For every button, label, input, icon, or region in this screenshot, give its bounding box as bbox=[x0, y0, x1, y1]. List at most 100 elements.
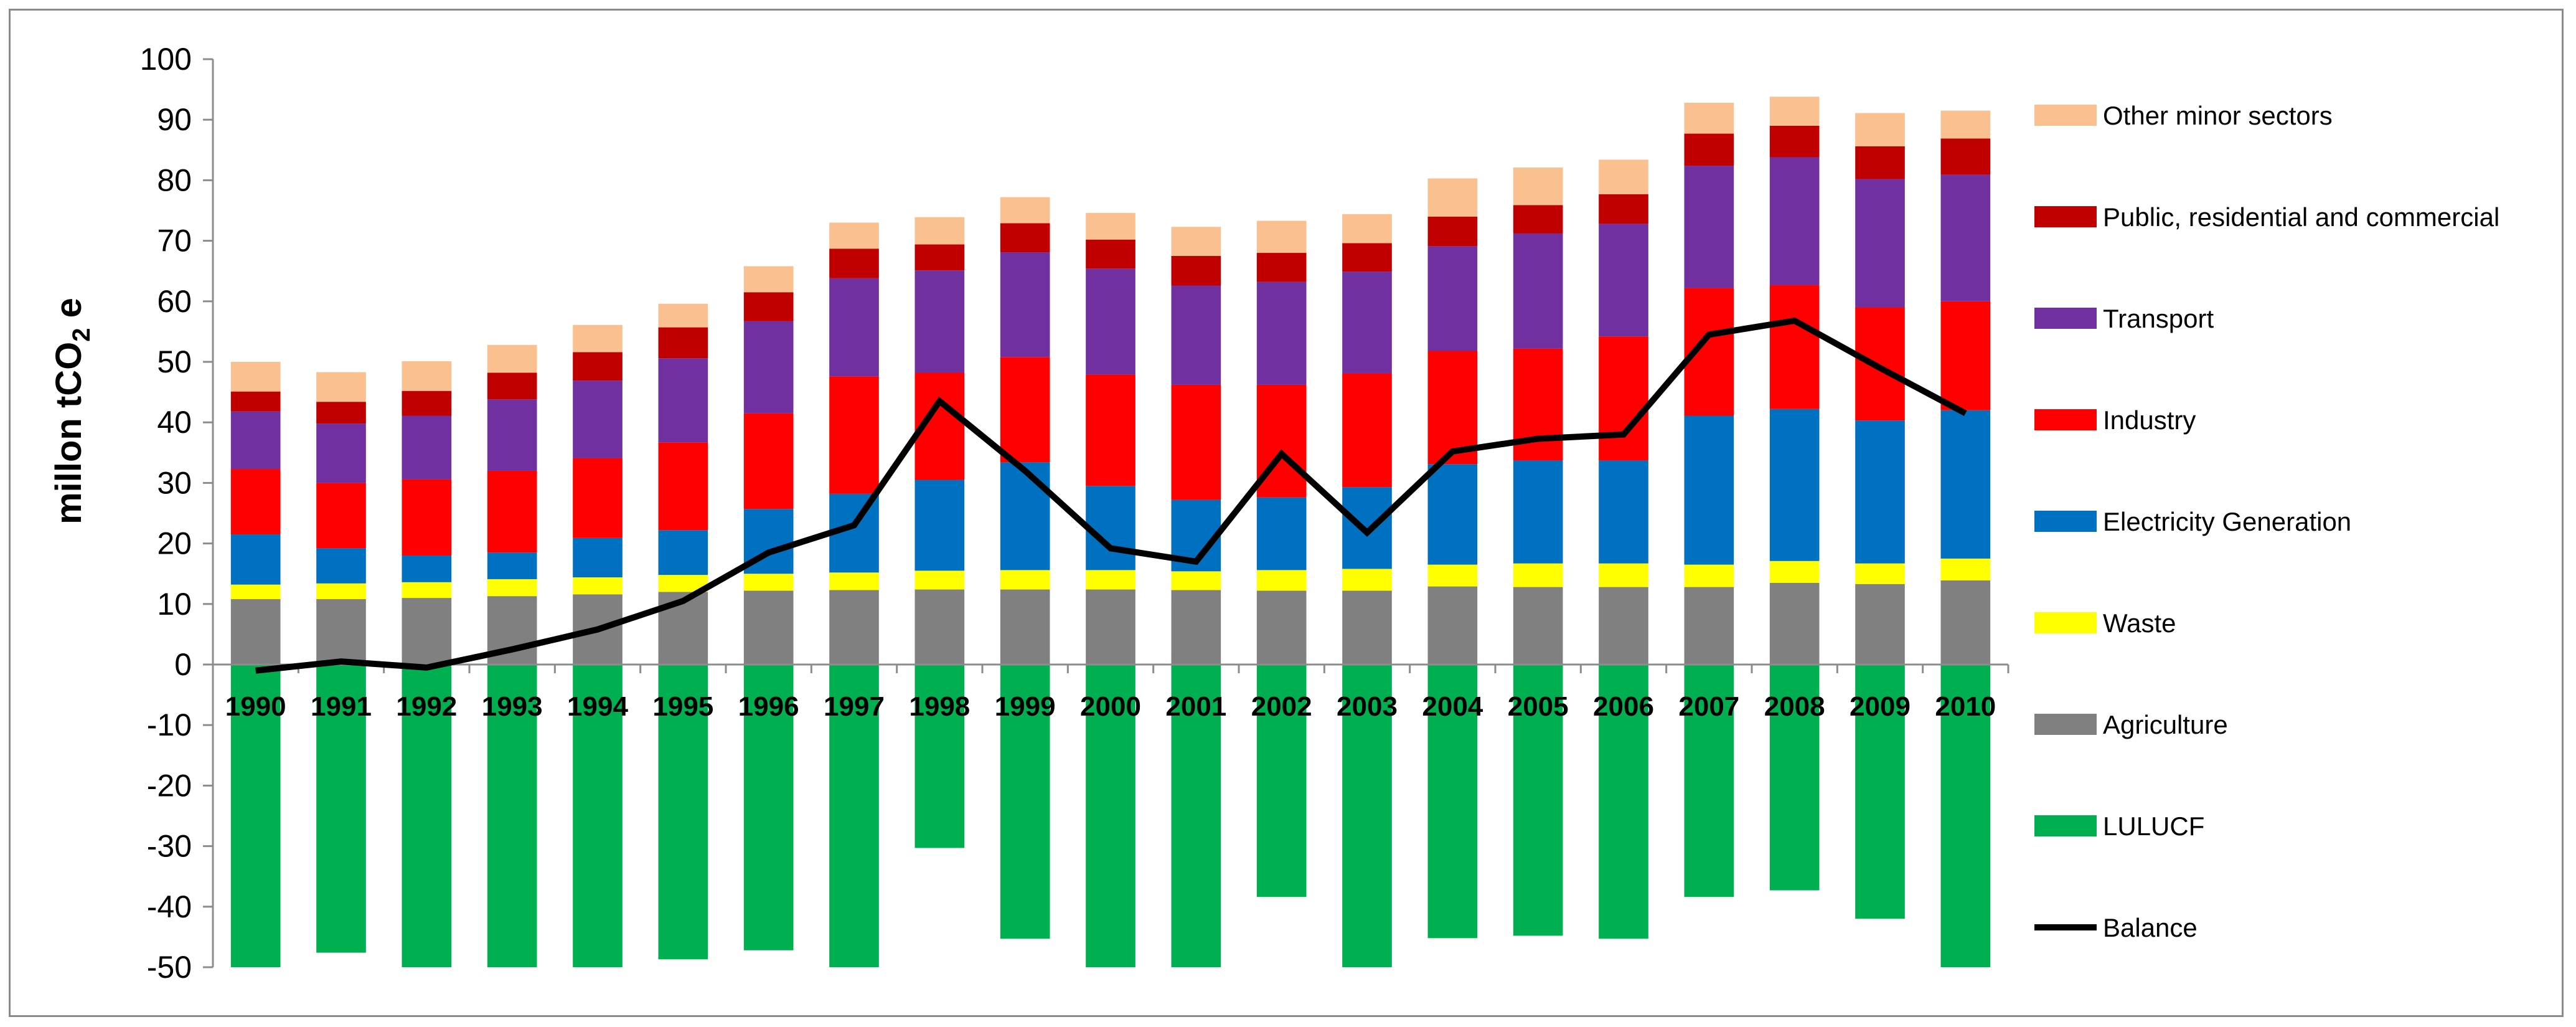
bar-industry-1997 bbox=[829, 376, 879, 494]
bar-transport-1998 bbox=[914, 270, 965, 373]
bar-agriculture-1996 bbox=[743, 590, 794, 665]
y-tick-label-100: 100 bbox=[140, 42, 192, 77]
bar-lulucf-1997 bbox=[829, 665, 879, 967]
bar-waste-1991 bbox=[316, 583, 366, 600]
bar-electricity-generation-1999 bbox=[1000, 462, 1050, 570]
bar-agriculture-1992 bbox=[402, 598, 452, 665]
bar-lulucf-2006 bbox=[1599, 665, 1648, 939]
bar-electricity-generation-1992 bbox=[402, 556, 452, 582]
bar-industry-1992 bbox=[402, 479, 452, 556]
bar-electricity-generation-1998 bbox=[914, 480, 965, 571]
bar-other-minor-sectors-1999 bbox=[1000, 197, 1050, 224]
bar-waste-2000 bbox=[1086, 570, 1135, 590]
bar-other-minor-sectors-1991 bbox=[316, 372, 366, 402]
bar-other-minor-sectors-2001 bbox=[1171, 227, 1221, 256]
bar-other-minor-sectors-1998 bbox=[914, 217, 965, 245]
lulucf-bars bbox=[230, 665, 1991, 967]
bar-electricity-generation-2000 bbox=[1086, 486, 1135, 570]
bar-agriculture-1991 bbox=[316, 599, 366, 665]
bar-industry-2010 bbox=[1940, 301, 1991, 410]
bar-waste-1999 bbox=[1000, 570, 1050, 590]
bar-other-minor-sectors-2003 bbox=[1342, 214, 1392, 244]
bar-waste-1998 bbox=[914, 570, 965, 590]
bar-electricity-generation-2002 bbox=[1256, 497, 1307, 570]
bar-electricity-generation-1991 bbox=[316, 548, 366, 584]
bar-transport-2009 bbox=[1855, 179, 1905, 308]
bar-other-minor-sectors-2002 bbox=[1256, 220, 1307, 253]
legend-label-agriculture: Agriculture bbox=[2103, 710, 2228, 739]
bar-industry-2006 bbox=[1599, 336, 1648, 461]
bar-lulucf-2003 bbox=[1342, 665, 1392, 967]
bar-other-minor-sectors-1994 bbox=[573, 324, 623, 353]
y-tick-label-30: 30 bbox=[157, 465, 192, 500]
y-tick-label--40: -40 bbox=[147, 889, 192, 924]
balance-series-line bbox=[255, 317, 1967, 674]
bar-agriculture-2006 bbox=[1599, 587, 1648, 665]
bar-transport-2008 bbox=[1769, 157, 1820, 285]
y-tick-label-10: 10 bbox=[157, 587, 192, 622]
bar-waste-1994 bbox=[573, 577, 623, 595]
legend-label-other-minor-sectors: Other minor sectors bbox=[2103, 101, 2333, 130]
x-tick-label-2003: 2003 bbox=[1337, 691, 1398, 722]
bar-public-residential-and-commercial-2000 bbox=[1086, 239, 1135, 269]
y-tick-label-80: 80 bbox=[157, 163, 192, 197]
x-tick-label-2010: 2010 bbox=[1935, 691, 1996, 722]
bar-lulucf-1992 bbox=[402, 665, 452, 967]
bar-lulucf-1991 bbox=[316, 665, 366, 953]
bar-lulucf-1993 bbox=[487, 665, 537, 967]
bar-industry-2003 bbox=[1342, 373, 1392, 488]
x-tick-label-1997: 1997 bbox=[824, 691, 885, 722]
bar-other-minor-sectors-2007 bbox=[1684, 102, 1734, 134]
bar-agriculture-2005 bbox=[1513, 587, 1563, 665]
x-tick-label-1991: 1991 bbox=[311, 691, 372, 722]
bar-other-minor-sectors-2005 bbox=[1513, 167, 1563, 206]
bar-transport-2002 bbox=[1256, 282, 1307, 385]
bar-lulucf-1990 bbox=[230, 665, 281, 967]
bar-transport-1996 bbox=[743, 321, 794, 414]
bar-waste-2010 bbox=[1940, 558, 1991, 580]
y-tick-label--50: -50 bbox=[147, 950, 192, 985]
bar-agriculture-2000 bbox=[1086, 589, 1135, 665]
bar-agriculture-1998 bbox=[914, 589, 965, 665]
bar-transport-2006 bbox=[1599, 224, 1648, 337]
bar-agriculture-2001 bbox=[1171, 590, 1221, 665]
bar-public-residential-and-commercial-1991 bbox=[316, 402, 366, 424]
y-tick-label-90: 90 bbox=[157, 102, 192, 137]
bar-industry-1993 bbox=[487, 470, 537, 553]
bar-waste-2001 bbox=[1171, 571, 1221, 590]
bar-public-residential-and-commercial-1993 bbox=[487, 372, 537, 400]
x-tick-label-2007: 2007 bbox=[1678, 691, 1739, 722]
x-tick-label-2005: 2005 bbox=[1508, 691, 1569, 722]
legend-label-electricity-generation: Electricity Generation bbox=[2103, 507, 2351, 536]
bar-transport-1995 bbox=[658, 358, 708, 443]
bar-lulucf-2001 bbox=[1171, 665, 1221, 967]
x-tick-label-1990: 1990 bbox=[225, 691, 286, 722]
y-axis-title-subscript: 2 bbox=[68, 328, 95, 341]
bar-lulucf-2007 bbox=[1684, 665, 1734, 897]
bar-electricity-generation-2003 bbox=[1342, 487, 1392, 569]
bar-industry-2000 bbox=[1086, 374, 1135, 486]
y-tick-label-70: 70 bbox=[157, 224, 192, 258]
bar-waste-2008 bbox=[1769, 561, 1820, 583]
bar-other-minor-sectors-1992 bbox=[402, 361, 452, 391]
bar-public-residential-and-commercial-2001 bbox=[1171, 255, 1221, 286]
bar-public-residential-and-commercial-2004 bbox=[1427, 216, 1478, 247]
bar-lulucf-1994 bbox=[573, 665, 623, 967]
bar-other-minor-sectors-2000 bbox=[1086, 212, 1135, 240]
bar-transport-1997 bbox=[829, 278, 879, 377]
bar-transport-1999 bbox=[1000, 252, 1050, 357]
bar-waste-2003 bbox=[1342, 569, 1392, 591]
bar-lulucf-1998 bbox=[914, 665, 965, 848]
bar-transport-2007 bbox=[1684, 166, 1734, 288]
y-tick-label--30: -30 bbox=[147, 829, 192, 864]
bar-public-residential-and-commercial-2003 bbox=[1342, 243, 1392, 272]
bar-industry-1990 bbox=[230, 469, 281, 535]
y-tick-label--10: -10 bbox=[147, 708, 192, 742]
bar-agriculture-2004 bbox=[1427, 586, 1478, 665]
legend-label-lulucf: LULUCF bbox=[2103, 812, 2204, 841]
legend: Other minor sectors Public, residential a… bbox=[2034, 101, 2499, 942]
bar-other-minor-sectors-1990 bbox=[230, 362, 281, 392]
bar-electricity-generation-2005 bbox=[1513, 460, 1563, 564]
bar-other-minor-sectors-1996 bbox=[743, 266, 794, 293]
